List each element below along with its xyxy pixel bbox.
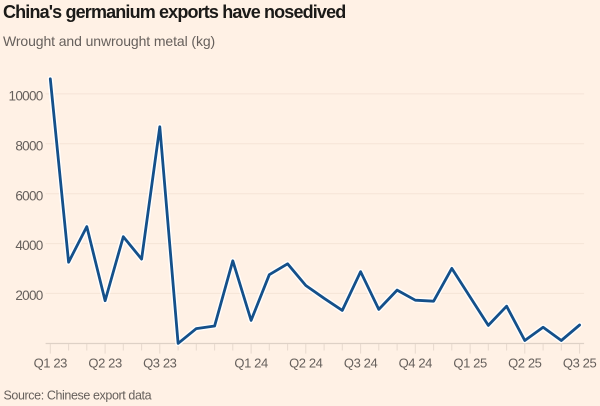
- svg-text:Q2 25: Q2 25: [508, 356, 542, 371]
- svg-text:Q1 24: Q1 24: [234, 356, 268, 371]
- svg-text:Q3 24: Q3 24: [344, 356, 378, 371]
- svg-text:Q4 24: Q4 24: [399, 356, 433, 371]
- svg-text:Q3 25: Q3 25: [563, 356, 597, 371]
- svg-text:Wrought and unwrought metal (k: Wrought and unwrought metal (kg): [3, 33, 215, 49]
- svg-text:Q3 23: Q3 23: [143, 356, 177, 371]
- svg-text:6000: 6000: [15, 188, 42, 203]
- svg-text:8000: 8000: [15, 138, 42, 153]
- svg-text:4000: 4000: [15, 238, 42, 253]
- svg-text:2000: 2000: [15, 288, 42, 303]
- svg-text:Q2 24: Q2 24: [289, 356, 323, 371]
- svg-text:Q1 25: Q1 25: [453, 356, 487, 371]
- svg-text:Source: Chinese export data: Source: Chinese export data: [4, 389, 152, 403]
- svg-text:China's germanium exports have: China's germanium exports have nosedived: [3, 2, 345, 22]
- svg-text:Q2 23: Q2 23: [88, 356, 122, 371]
- svg-text:Q1 23: Q1 23: [34, 356, 68, 371]
- svg-text:10000: 10000: [9, 89, 43, 104]
